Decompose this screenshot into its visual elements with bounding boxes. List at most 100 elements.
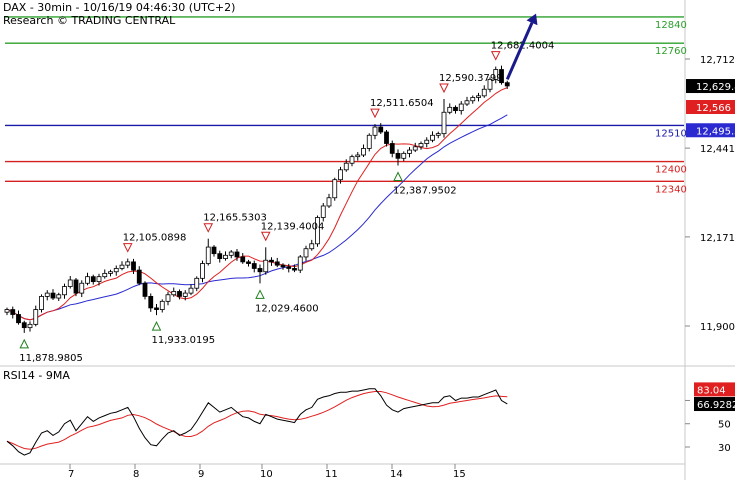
- candle-body: [96, 276, 102, 283]
- research-credit: Research © TRADING CENTRAL: [3, 14, 176, 27]
- candle-body: [395, 152, 401, 159]
- candle-body: [136, 269, 142, 284]
- candle-body: [217, 253, 223, 259]
- candle-body: [200, 263, 205, 279]
- swing-low-marker: [393, 171, 403, 182]
- candle-body: [119, 264, 125, 269]
- candle-body: [326, 197, 332, 207]
- candle-body: [274, 261, 280, 266]
- swing-high-marker: [490, 51, 501, 61]
- time-tick-label: 14: [390, 469, 403, 480]
- candle-body: [441, 111, 447, 135]
- moving-averages: [6, 87, 508, 321]
- level-label: 12760: [655, 46, 687, 57]
- candle-body: [142, 282, 148, 297]
- swing-high-marker: [122, 243, 133, 253]
- candle-body: [464, 100, 470, 105]
- candle-body: [435, 133, 441, 136]
- candle-body: [4, 309, 10, 313]
- candle-body: [50, 292, 56, 299]
- candle-body: [108, 271, 113, 274]
- swing-high-label: 12,590.3799: [439, 73, 503, 84]
- candle-body: [182, 292, 188, 297]
- price-axis: 12,712 12,441 12,171 11,900 12,629.8 12,566 12…: [685, 55, 735, 333]
- candle-body: [292, 268, 297, 271]
- candle-body: [90, 276, 96, 283]
- level-label: 12400: [655, 165, 687, 176]
- forecast-arrow: [505, 13, 538, 80]
- candle-body: [148, 296, 154, 309]
- candle-body: [297, 256, 303, 271]
- candle-body: [62, 286, 67, 296]
- price-tick-label: 12,712: [700, 55, 735, 66]
- candle-body: [453, 106, 458, 112]
- chart-title: DAX - 30min - 10/16/19 04:46:30 (UTC+2): [3, 1, 236, 14]
- rsi-tag-box: [694, 382, 735, 397]
- price-tick-label: 12,441: [700, 144, 735, 155]
- rsi-title: RSI14 - 9MA: [3, 369, 70, 382]
- candle-body: [177, 291, 182, 297]
- rsi-ma-line: [6, 391, 508, 450]
- candle-body: [102, 272, 108, 278]
- level-label: 12840: [655, 20, 687, 31]
- price-candles: [4, 65, 510, 333]
- swing-low-label: 11,933.0195: [152, 335, 216, 346]
- candle-body: [211, 246, 217, 255]
- swing-low-label: 12,387.9502: [393, 186, 457, 197]
- fast-moving-average-line: [6, 87, 508, 321]
- candle-body: [113, 268, 119, 273]
- candle-body: [332, 179, 338, 199]
- candle-body: [257, 268, 263, 273]
- arrow-shaft: [505, 22, 534, 80]
- candle-body: [44, 292, 50, 297]
- candle-body: [286, 266, 292, 269]
- level-label: 12510: [655, 128, 687, 139]
- candle-body: [430, 134, 435, 141]
- swing-high-marker: [370, 108, 380, 119]
- candle-body: [16, 314, 21, 324]
- swing-high-marker: [439, 83, 449, 94]
- swing-high-marker: [203, 223, 214, 233]
- candle-body: [338, 169, 343, 181]
- time-tick-label: 10: [260, 469, 273, 480]
- candle-body: [234, 251, 240, 258]
- candle-body: [228, 251, 234, 256]
- candle-body: [493, 69, 499, 80]
- arrow-head: [526, 13, 538, 26]
- candle-body: [73, 279, 79, 294]
- swing-high-label: 12,105.0898: [123, 233, 187, 244]
- price-tag-box: [686, 79, 735, 94]
- candle-body: [303, 248, 309, 258]
- price-tag-label: 12,629.8: [696, 82, 735, 93]
- rsi-tick-label: 30: [718, 443, 731, 454]
- swing-high-marker: [260, 231, 271, 242]
- candle-body: [125, 261, 131, 266]
- price-tag-box: [686, 100, 735, 115]
- candle-body: [159, 300, 165, 310]
- price-tick-label: 11,900: [700, 322, 735, 333]
- candle-body: [165, 294, 171, 302]
- time-tick-label: 9: [198, 469, 204, 480]
- candle-body: [355, 154, 361, 158]
- price-tag-label: 12,566: [696, 103, 731, 114]
- candle-body: [407, 149, 412, 154]
- candle-body: [205, 246, 211, 264]
- candle-body: [504, 82, 510, 87]
- candle-body: [470, 97, 476, 102]
- candle-body: [412, 146, 418, 151]
- candle-body: [39, 296, 44, 310]
- rsi-tag-label: 66.9282: [697, 400, 735, 411]
- swing-low-label: 11,878.9805: [19, 353, 83, 364]
- candle-body: [269, 259, 274, 263]
- candle-body: [401, 152, 407, 159]
- swing-low-marker: [19, 338, 30, 349]
- candle-body: [343, 162, 349, 171]
- candle-body: [85, 276, 90, 284]
- candle-body: [349, 156, 355, 164]
- time-tick-label: 15: [453, 469, 466, 480]
- candle-body: [418, 143, 424, 148]
- candle-body: [499, 69, 504, 84]
- candle-body: [389, 143, 395, 154]
